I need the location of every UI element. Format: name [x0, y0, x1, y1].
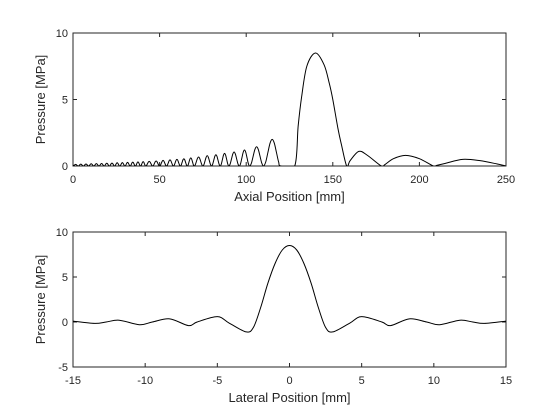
axes-frame — [72, 32, 507, 167]
y-tick-label: 0 — [62, 161, 68, 173]
x-tick-label: 150 — [324, 174, 342, 186]
y-tick-label: 5 — [62, 95, 68, 107]
x-tick-label: 15 — [500, 375, 512, 387]
pressure-series-line — [73, 52, 506, 166]
axes-frame — [72, 231, 507, 368]
x-tick-label: 10 — [428, 375, 440, 387]
x-tick-label: -10 — [137, 375, 153, 387]
x-axis-label: Axial Position [mm] — [234, 189, 345, 204]
y-axis-label: Pressure [MPa] — [33, 255, 48, 345]
x-axis-label: Lateral Position [mm] — [228, 390, 350, 405]
x-tick-label: -15 — [65, 375, 81, 387]
y-tick-label: 10 — [56, 28, 68, 40]
y-tick-label: 0 — [62, 317, 68, 329]
x-tick-label: 200 — [410, 174, 428, 186]
y-tick-label: 5 — [62, 272, 68, 284]
x-tick-label: -5 — [212, 375, 222, 387]
x-tick-label: 50 — [153, 174, 165, 186]
lateral-pressure-plot: -15 -10 -5 0 5 10 15 -5 0 5 10 Lateral Position [mm… — [33, 227, 512, 405]
x-tick-label: 250 — [497, 174, 515, 186]
y-tick-label: -5 — [58, 362, 68, 374]
y-tick-label: 10 — [56, 227, 68, 239]
x-tick-label: 0 — [70, 174, 76, 186]
x-tick-label: 100 — [237, 174, 255, 186]
y-axis-label: Pressure [MPa] — [33, 55, 48, 145]
pressure-series-line — [73, 245, 506, 333]
x-tick-label: 5 — [359, 375, 365, 387]
x-tick-label: 0 — [286, 375, 292, 387]
axial-pressure-plot: 0 50 100 150 200 250 0 5 10 Axial Position [mm] Pr… — [33, 28, 515, 204]
